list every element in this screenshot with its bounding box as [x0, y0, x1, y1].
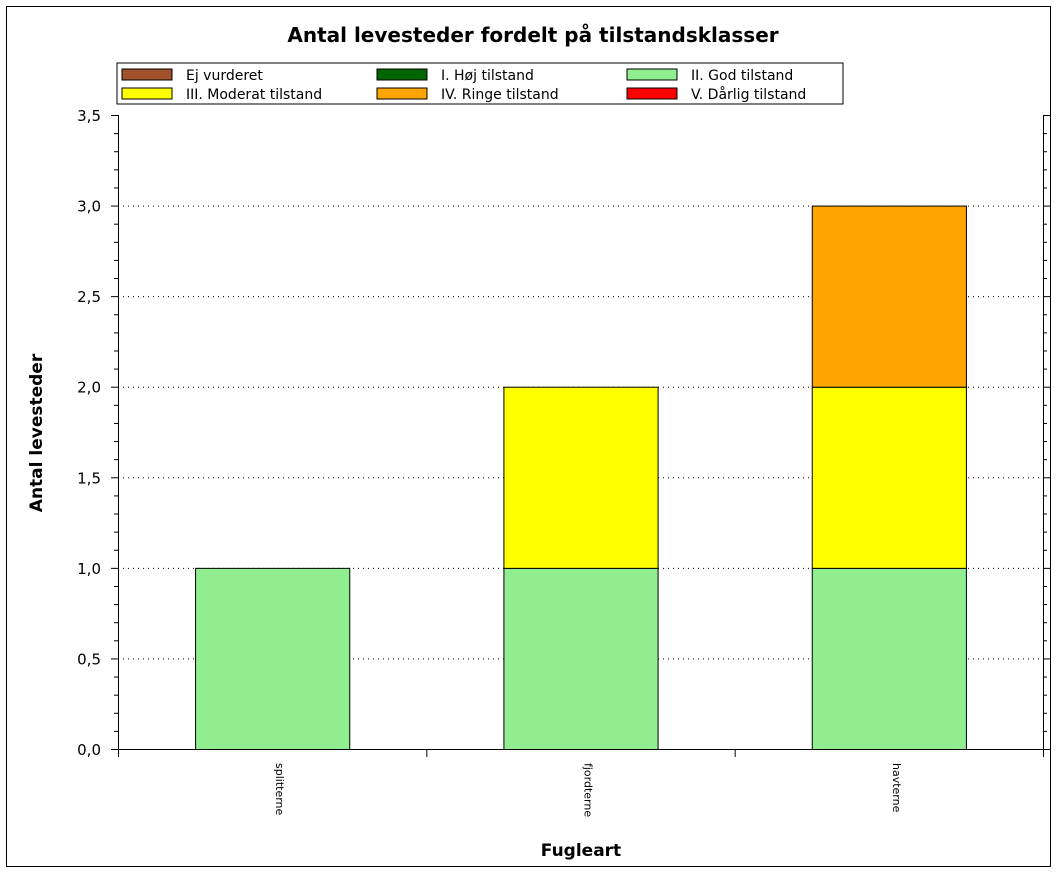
- x-tick-label: splitterne: [273, 763, 286, 816]
- x-axis-ticks: splitterne fjordterne havterne: [118, 749, 1044, 817]
- bar-segment: [811, 386, 967, 569]
- bar-segment: [811, 567, 967, 750]
- y-tick-label: 2,0: [77, 379, 101, 397]
- bar-segment: [503, 386, 659, 569]
- legend-swatch: [376, 87, 428, 100]
- bars: [195, 205, 967, 750]
- legend-label: II. God tilstand: [691, 68, 793, 84]
- legend-swatch: [626, 87, 678, 100]
- y-tick-label: 1,5: [77, 469, 101, 487]
- legend-swatch: [376, 68, 428, 81]
- chart-title: Antal levesteder fordelt på tilstandskla…: [287, 23, 778, 47]
- y-tick-label: 3,5: [77, 107, 101, 125]
- y-axis-ticks: 0,0 0,5 1,0 1,5 2,0 2,5 3,0 3,5: [77, 107, 1050, 759]
- legend-label: I. Høj tilstand: [441, 68, 534, 84]
- y-tick-label: 1,0: [77, 560, 101, 578]
- legend-label: V. Dårlig tilstand: [691, 86, 806, 103]
- y-axis-title: Antal levesteder: [27, 353, 47, 512]
- y-tick-label: 0,0: [77, 741, 101, 759]
- bar-segment: [503, 567, 659, 750]
- legend-swatch: [626, 68, 678, 81]
- legend-swatch: [121, 68, 173, 81]
- bar-segment: [811, 205, 967, 388]
- legend: Ej vurderet I. Høj tilstand II. God tilsta…: [116, 62, 844, 105]
- legend-label: III. Moderat tilstand: [186, 87, 322, 103]
- x-axis-title: Fugleart: [541, 841, 621, 861]
- bar-segment: [195, 567, 351, 750]
- x-tick-label: havterne: [890, 763, 903, 813]
- y-tick-label: 0,5: [77, 650, 101, 668]
- y-tick-label: 3,0: [77, 198, 101, 216]
- axes: [112, 115, 1044, 757]
- x-tick-label: fjordterne: [582, 763, 595, 817]
- legend-swatch: [121, 87, 173, 100]
- legend-label: IV. Ringe tilstand: [441, 87, 559, 103]
- legend-box: [116, 62, 844, 105]
- y-tick-label: 2,5: [77, 288, 101, 306]
- legend-label: Ej vurderet: [186, 68, 263, 84]
